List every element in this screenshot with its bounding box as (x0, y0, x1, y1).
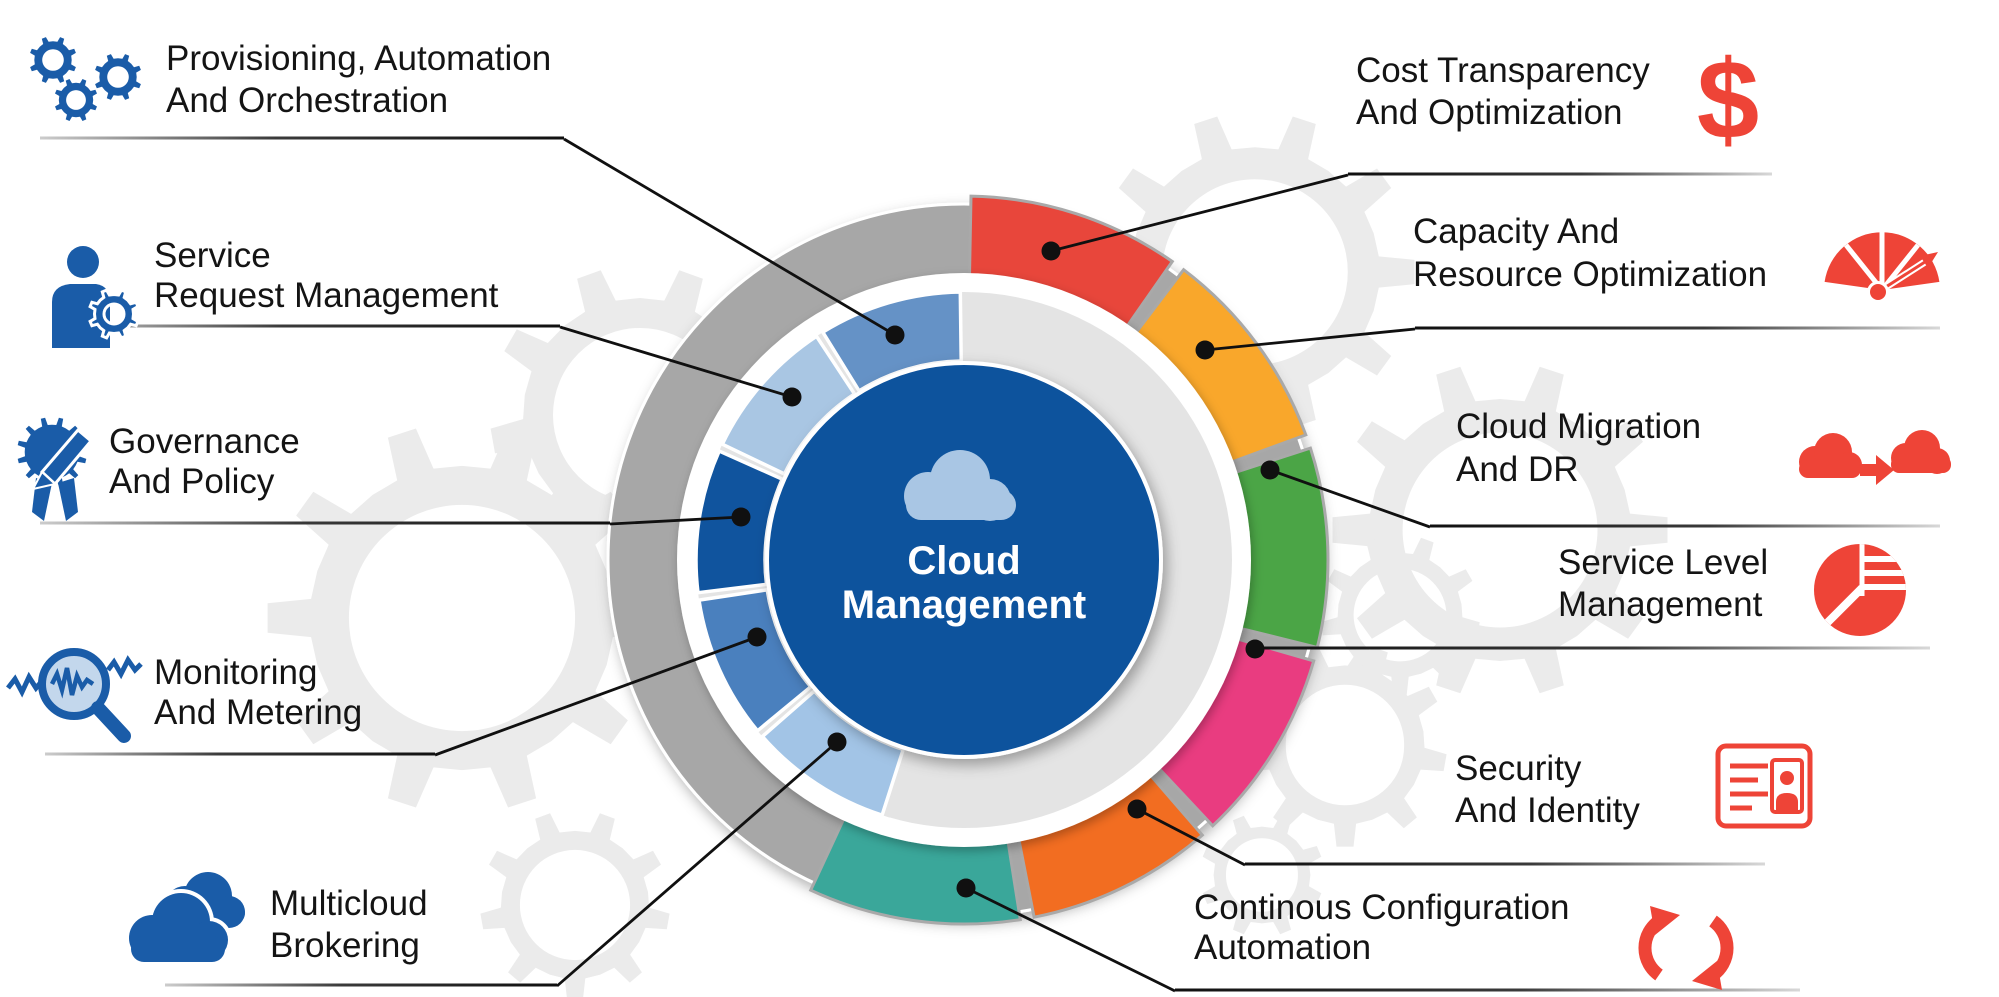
connector-underline (1415, 326, 1940, 330)
item-multicloud-brokering: Multicloud Brokering (125, 872, 428, 965)
item-label: Brokering (270, 926, 420, 965)
connector-diagonal (559, 325, 793, 399)
connector-diagonal (1269, 468, 1431, 529)
center-circle (765, 361, 1163, 759)
item-label: Cost Transparency (1356, 51, 1650, 90)
item-security-identity: Security And Identity (1455, 743, 1813, 830)
item-label: Request Management (154, 276, 499, 315)
item-label: And Optimization (1356, 93, 1623, 132)
cloud-management-wheel (606, 194, 1330, 926)
refresh-icon (1638, 906, 1734, 990)
connector-dot (1245, 639, 1265, 659)
item-monitoring-metering: Monitoring And Metering (6, 648, 362, 743)
connector-underline (1430, 524, 1940, 528)
connector-underline (1348, 172, 1772, 176)
item-label: Capacity And (1413, 212, 1619, 251)
connector-underline (45, 752, 435, 756)
connector-underline (1255, 646, 1930, 650)
connector-underline (1175, 988, 1800, 992)
connector-dot (782, 387, 802, 407)
connector-dot (1041, 241, 1061, 261)
connector-dot (1195, 340, 1215, 360)
item-label: Automation (1194, 928, 1371, 967)
item-governance-policy: Governance And Policy (17, 417, 300, 521)
item-label: Resource Optimization (1413, 255, 1767, 294)
monitoring-magnifier-icon (6, 648, 143, 743)
item-cloud-migration: Cloud Migration And DR (1456, 407, 1951, 489)
item-label: And DR (1456, 450, 1579, 489)
item-configuration-automation: Continous Configuration Automation (1194, 888, 1734, 990)
item-service-level: Service Level Management (1558, 543, 1906, 636)
connector-underline (1245, 862, 1765, 866)
cloud-icon (904, 450, 1016, 521)
item-capacity-resource: Capacity And Resource Optimization (1413, 212, 1940, 303)
connector-dot (731, 507, 751, 527)
item-label: Continous Configuration (1194, 888, 1570, 927)
pie-chart-icon (1814, 544, 1906, 636)
center-title-line2: Management (842, 583, 1087, 627)
item-label: And Policy (109, 462, 275, 501)
gear-icon-part (55, 79, 97, 121)
connector-diagonal (556, 740, 838, 988)
connector-dot (1260, 460, 1280, 480)
item-label: Management (1558, 585, 1763, 624)
item-label: Cloud Migration (1456, 407, 1701, 446)
connector-diagonal (563, 137, 896, 337)
item-label: Multicloud (270, 884, 428, 923)
connector-lines (40, 136, 1940, 993)
connector-dot (885, 325, 905, 345)
gauge-icon (1824, 232, 1940, 303)
connector-underline (55, 324, 560, 328)
item-label: And Metering (154, 693, 362, 732)
item-label: Provisioning, Automation (166, 39, 551, 78)
item-service-request: Service Request Management (52, 236, 499, 348)
gear-watermark (480, 813, 670, 997)
item-cost-transparency: Cost Transparency And Optimization $ (1356, 37, 1759, 162)
connector-diagonal (965, 886, 1176, 993)
item-label: Monitoring (154, 653, 317, 692)
dollar-icon: $ (1697, 37, 1759, 162)
center-title-line1: Cloud (907, 539, 1020, 583)
connector-diagonal (1204, 327, 1416, 352)
item-label: Service Level (1558, 543, 1768, 582)
connector-dot (747, 627, 767, 647)
connector-dot (1127, 799, 1147, 819)
item-label: And Identity (1455, 791, 1640, 830)
gear-watermark (1202, 815, 1322, 935)
connector-diagonal (609, 515, 742, 526)
connector-dot (956, 878, 976, 898)
multicloud-clouds-icon (125, 872, 245, 965)
item-label: And Orchestration (166, 81, 448, 120)
connector-dot (827, 732, 847, 752)
governance-badge-icon (17, 417, 94, 521)
item-label: Governance (109, 422, 300, 461)
connector-underline (40, 521, 610, 525)
connector-diagonal (1050, 173, 1349, 253)
connector-diagonal (434, 635, 758, 757)
gear-watermark (267, 428, 657, 808)
service-request-icon (52, 246, 140, 348)
connector-underline (40, 136, 564, 140)
gear-icon-part (95, 54, 141, 100)
gear-icon-part (88, 288, 140, 340)
background-gears (267, 116, 1668, 997)
connector-diagonal (1136, 807, 1246, 867)
item-provisioning-automation: Provisioning, Automation And Orchestrati… (30, 37, 551, 121)
cloud-transfer-icon (1799, 430, 1951, 485)
id-card-icon (1715, 743, 1813, 829)
item-label: Service (154, 236, 271, 275)
gear-watermark (1320, 537, 1480, 695)
connector-underline (165, 983, 557, 987)
gears-icon (30, 37, 141, 121)
item-label: Security (1455, 749, 1582, 788)
gear-watermark (1332, 366, 1668, 694)
gear-icon-part (30, 37, 76, 83)
